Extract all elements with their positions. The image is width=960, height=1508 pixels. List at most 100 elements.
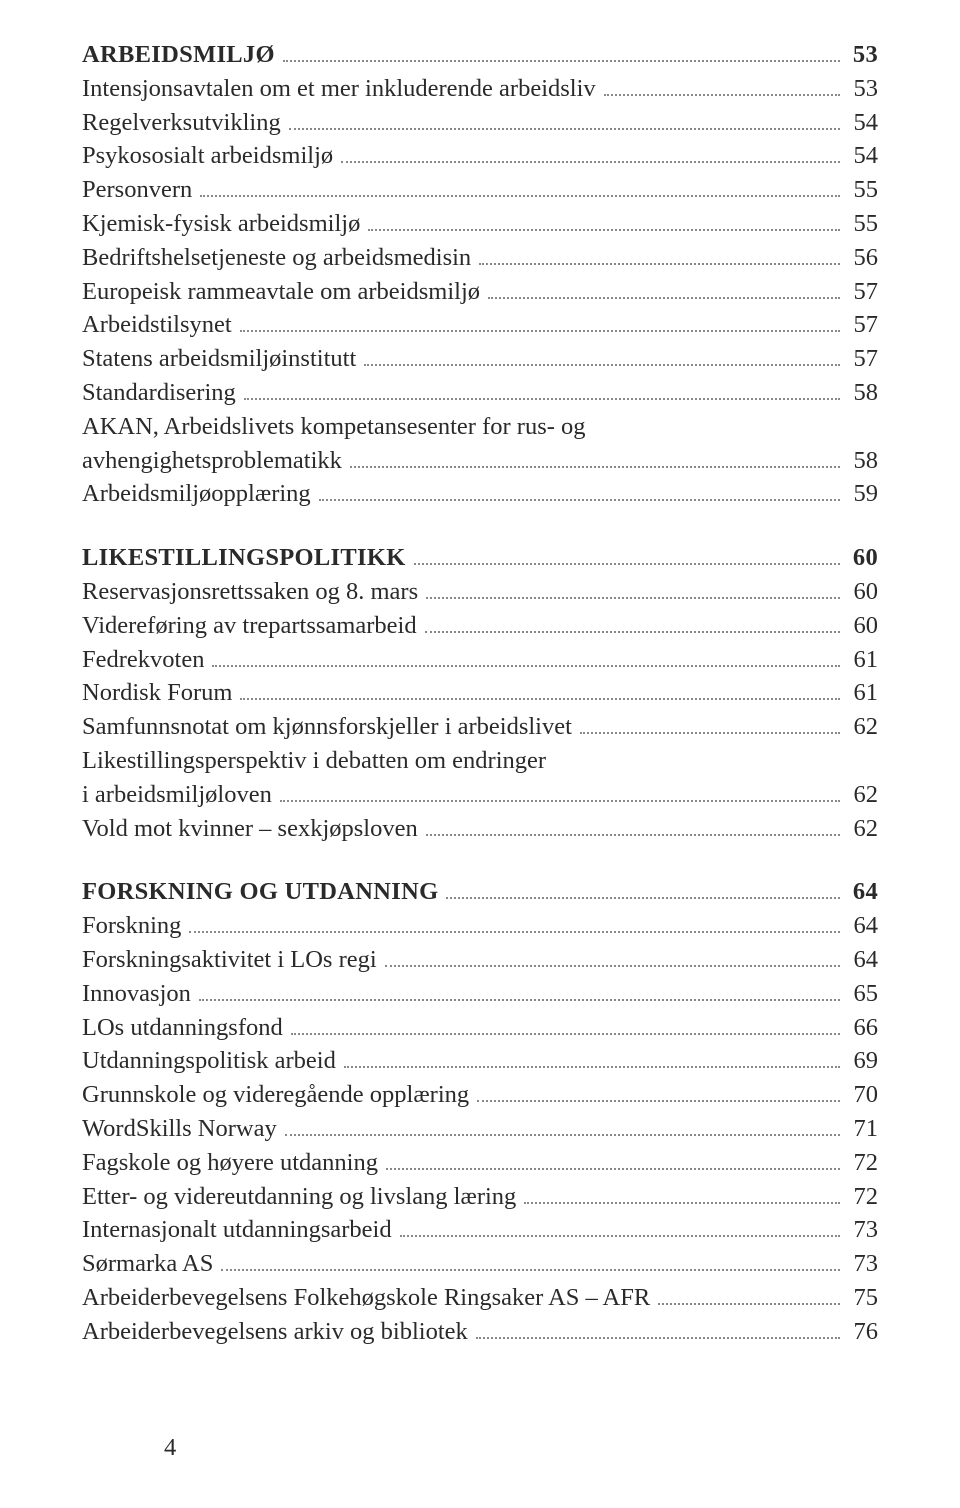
toc-entry-label: Internasjonalt utdanningsarbeid [82,1213,398,1247]
toc-entry-row: Standardisering 58 [82,376,878,410]
table-of-contents: ARBEIDSMILJØ 53 Intensjonsavtalen om et me… [82,38,878,1348]
toc-entry-page: 76 [842,1315,878,1349]
toc-entry-page: 58 [842,444,878,478]
toc-entry-row: Europeisk rammeavtale om arbeidsmiljø 57 [82,275,878,309]
toc-leader-dots [385,965,840,967]
toc-heading-page: 64 [842,875,878,909]
toc-entry-page: 73 [842,1247,878,1281]
toc-heading-page: 60 [842,541,878,575]
toc-entry-page: 57 [842,275,878,309]
toc-entry-row: Likestillingsperspektiv i debatten om en… [82,744,878,778]
toc-entry-row: Internasjonalt utdanningsarbeid73 [82,1213,878,1247]
toc-entry-row: Forskningsaktivitet i LOs regi64 [82,943,878,977]
toc-entry-row: Utdanningspolitisk arbeid69 [82,1044,878,1078]
toc-leader-dots [386,1168,840,1170]
toc-entry-page: 69 [842,1044,878,1078]
toc-leader-dots [199,999,840,1001]
toc-leader-dots [477,1100,840,1102]
toc-entry-page: 53 [842,72,878,106]
toc-leader-dots [240,698,840,700]
toc-section: LIKESTILLINGSPOLITIKK60Reservasjonsretts… [82,541,878,845]
toc-entry-label: Arbeidsmiljøopplæring [82,477,317,511]
toc-entry-label: avhengighetsproblematikk [82,444,348,478]
toc-leader-dots [604,94,840,96]
toc-entry-row: Reservasjonsrettssaken og 8. mars60 [82,575,878,609]
toc-entry-page: 75 [842,1281,878,1315]
toc-entry-label: Fedrekvoten [82,643,210,677]
toc-entry-row: Bedriftshelsetjeneste og arbeidsmedisin 5… [82,241,878,275]
toc-entry-page: 59 [842,477,878,511]
toc-heading-row: FORSKNING OG UTDANNING 64 [82,875,878,909]
toc-heading-row: ARBEIDSMILJØ 53 [82,38,878,72]
toc-entry-page: 62 [842,710,878,744]
toc-leader-dots [283,60,840,62]
toc-entry-row: Arbeidstilsynet57 [82,308,878,342]
toc-section: FORSKNING OG UTDANNING64Forskning64Forsk… [82,875,878,1348]
toc-leader-dots [189,931,840,933]
toc-entry-label: Samfunnsnotat om kjønnsforskjeller i arb… [82,710,578,744]
toc-leader-dots [200,195,840,197]
toc-entry-row: i arbeidsmiljøloven62 [82,778,878,812]
toc-entry-label: Arbeidstilsynet [82,308,238,342]
toc-leader-dots [212,665,840,667]
toc-heading-label: ARBEIDSMILJØ [82,38,281,72]
toc-leader-dots [289,128,840,130]
toc-leader-dots [341,161,840,163]
toc-entry-page: 64 [842,943,878,977]
toc-leader-dots [580,732,840,734]
toc-leader-dots [425,631,840,633]
toc-entry-row: Etter- og videreutdanning og livslang læ… [82,1180,878,1214]
toc-entry-page: 71 [842,1112,878,1146]
toc-entry-row: Arbeiderbevegelsens arkiv og bibliotek 76 [82,1315,878,1349]
toc-entry-page: 64 [842,909,878,943]
toc-entry-row: Grunnskole og videregående opplæring70 [82,1078,878,1112]
toc-entry-page: 60 [842,609,878,643]
toc-entry-page: 57 [842,342,878,376]
toc-entry-row: WordSkills Norway71 [82,1112,878,1146]
toc-entry-label: Fagskole og høyere utdanning [82,1146,384,1180]
toc-section: ARBEIDSMILJØ 53 Intensjonsavtalen om et me… [82,38,878,511]
toc-entry-label: Arbeiderbevegelsens Folkehøgskole Ringsa… [82,1281,656,1315]
toc-entry-page: 62 [842,778,878,812]
toc-leader-dots [285,1134,840,1136]
toc-entry-label: Intensjonsavtalen om et mer inkluderende… [82,72,602,106]
toc-entry-page: 58 [842,376,878,410]
toc-heading-label: FORSKNING OG UTDANNING [82,875,444,909]
toc-entry-page: 72 [842,1180,878,1214]
toc-entry-page: 61 [842,676,878,710]
toc-entry-label: Arbeiderbevegelsens arkiv og bibliotek [82,1315,474,1349]
toc-entry-row: Sørmarka AS 73 [82,1247,878,1281]
toc-entry-row: avhengighetsproblematikk 58 [82,444,878,478]
toc-leader-dots [344,1066,840,1068]
toc-entry-row: Arbeiderbevegelsens Folkehøgskole Ringsa… [82,1281,878,1315]
toc-entry-row: LOs utdanningsfond66 [82,1011,878,1045]
toc-leader-dots [476,1337,840,1339]
toc-entry-row: Arbeidsmiljøopplæring 59 [82,477,878,511]
toc-entry-label: Grunnskole og videregående opplæring [82,1078,475,1112]
toc-entry-label: Nordisk Forum [82,676,238,710]
toc-entry-label: Statens arbeidsmiljøinstitutt [82,342,362,376]
toc-leader-dots [244,398,840,400]
toc-entry-page: 56 [842,241,878,275]
toc-leader-dots [319,499,840,501]
toc-entry-page: 55 [842,207,878,241]
toc-leader-dots [414,563,840,565]
toc-leader-dots [368,229,840,231]
toc-entry-row: Intensjonsavtalen om et mer inkluderende… [82,72,878,106]
toc-leader-dots [446,897,840,899]
toc-entry-row: Psykososialt arbeidsmiljø54 [82,139,878,173]
toc-heading-page: 53 [842,38,878,72]
toc-entry-label: Europeisk rammeavtale om arbeidsmiljø [82,275,486,309]
footer-page-number: 4 [164,1434,176,1462]
toc-entry-row: Videreføring av trepartssamarbeid60 [82,609,878,643]
toc-entry-label: Likestillingsperspektiv i debatten om en… [82,744,552,778]
toc-entry-label: Vold mot kvinner – sexkjøpsloven [82,812,424,846]
toc-entry-label: Bedriftshelsetjeneste og arbeidsmedisin [82,241,477,275]
toc-entry-label: Standardisering [82,376,242,410]
toc-leader-dots [524,1202,840,1204]
toc-leader-dots [479,263,840,265]
toc-entry-label: Sørmarka AS [82,1247,219,1281]
toc-leader-dots [350,466,840,468]
toc-entry-row: Vold mot kvinner – sexkjøpsloven62 [82,812,878,846]
toc-entry-row: Personvern55 [82,173,878,207]
